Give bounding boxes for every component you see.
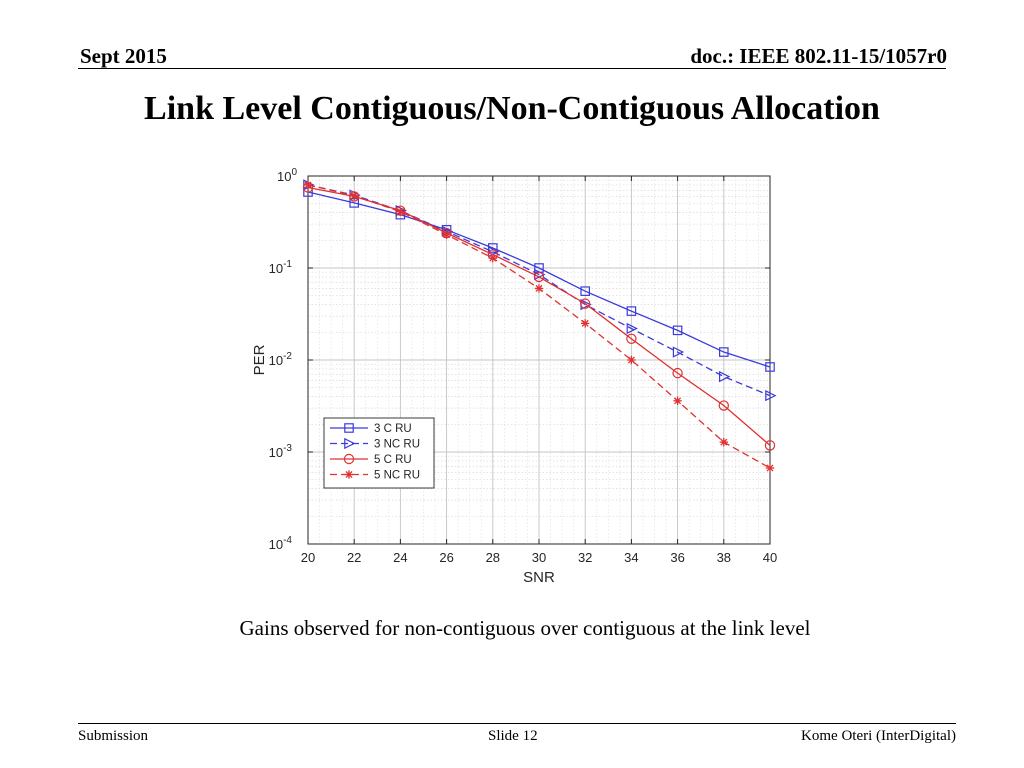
- footer-slide-number: Slide 12: [488, 728, 538, 744]
- data-point: [303, 180, 313, 190]
- header-rule: [78, 68, 946, 69]
- data-point: [719, 437, 728, 447]
- data-point: [672, 367, 683, 379]
- series-line-1: [307, 191, 771, 368]
- data-point: [350, 191, 359, 200]
- x-tick-label: 28: [486, 550, 500, 565]
- x-axis-label: SNR: [523, 569, 555, 586]
- data-point: [672, 346, 685, 358]
- legend-marker: [343, 453, 355, 465]
- data-point: [396, 207, 405, 216]
- x-tick-label: 24: [393, 550, 407, 565]
- y-tick-label: 10-3: [269, 443, 293, 460]
- data-point: [718, 400, 729, 411]
- data-point: [627, 355, 636, 365]
- data-point: [626, 306, 637, 316]
- footer-rule: [78, 723, 956, 724]
- y-axis-label: PER: [251, 344, 268, 375]
- legend-label: 5 C RU: [374, 454, 412, 466]
- x-tick-label: 30: [532, 550, 546, 565]
- per-chart-svg: 20 22 24 26 28 30 32 34 36 38 40 100 10-1 10-2 10-3 10-…: [251, 167, 777, 586]
- y-tick-label: 10-4: [269, 535, 293, 552]
- data-point: [626, 333, 637, 344]
- data-point: [580, 286, 590, 296]
- footer-submission: Submission: [78, 728, 149, 744]
- footer-author: Kome Oteri (InterDigital): [801, 728, 956, 744]
- legend-label: 5 NC RU: [374, 470, 420, 482]
- x-tick-label: 22: [347, 550, 361, 565]
- data-point: [719, 370, 731, 383]
- legend-marker: [344, 423, 354, 433]
- data-point: [673, 396, 682, 406]
- legend-label: 3 NC RU: [374, 439, 420, 451]
- slide-caption: Gains observed for non-contiguous over c…: [239, 616, 811, 640]
- data-point: [581, 319, 590, 328]
- data-point: [764, 440, 776, 451]
- x-tick-label: 20: [301, 550, 315, 565]
- data-point: [765, 389, 777, 402]
- data-point: [488, 253, 497, 263]
- data-point: [765, 463, 775, 473]
- header-doc-number: doc.: IEEE 802.11-15/1057r0: [690, 44, 947, 68]
- data-point: [626, 322, 638, 335]
- x-tick-label: 32: [578, 550, 592, 565]
- legend-box: [323, 417, 435, 489]
- data-point: [719, 347, 729, 357]
- x-tick-label: 38: [717, 550, 731, 565]
- data-point: [533, 271, 545, 283]
- data-point: [672, 325, 683, 336]
- data-point: [442, 230, 451, 239]
- data-point: [765, 362, 775, 372]
- x-tick-label: 36: [670, 550, 684, 565]
- y-tick-label: 10-1: [269, 259, 293, 276]
- legend-marker: [344, 470, 354, 479]
- slide-title: Link Level Contiguous/Non-Contiguous All…: [144, 90, 880, 127]
- data-point: [534, 284, 544, 293]
- legend-marker: [344, 437, 356, 450]
- y-tick-label: 100: [277, 167, 297, 184]
- legend-label: 3 C RU: [374, 423, 412, 435]
- x-tick-label: 40: [763, 550, 777, 565]
- y-tick-label: 10-2: [269, 351, 293, 368]
- per-chart: 20 22 24 26 28 30 32 34 36 38 40 100 10-1 10-2 10-3 10-…: [240, 158, 790, 598]
- x-tick-label: 26: [439, 550, 453, 565]
- header-date: Sept 2015: [80, 44, 167, 68]
- x-tick-label: 34: [624, 550, 638, 565]
- data-point: [580, 298, 591, 309]
